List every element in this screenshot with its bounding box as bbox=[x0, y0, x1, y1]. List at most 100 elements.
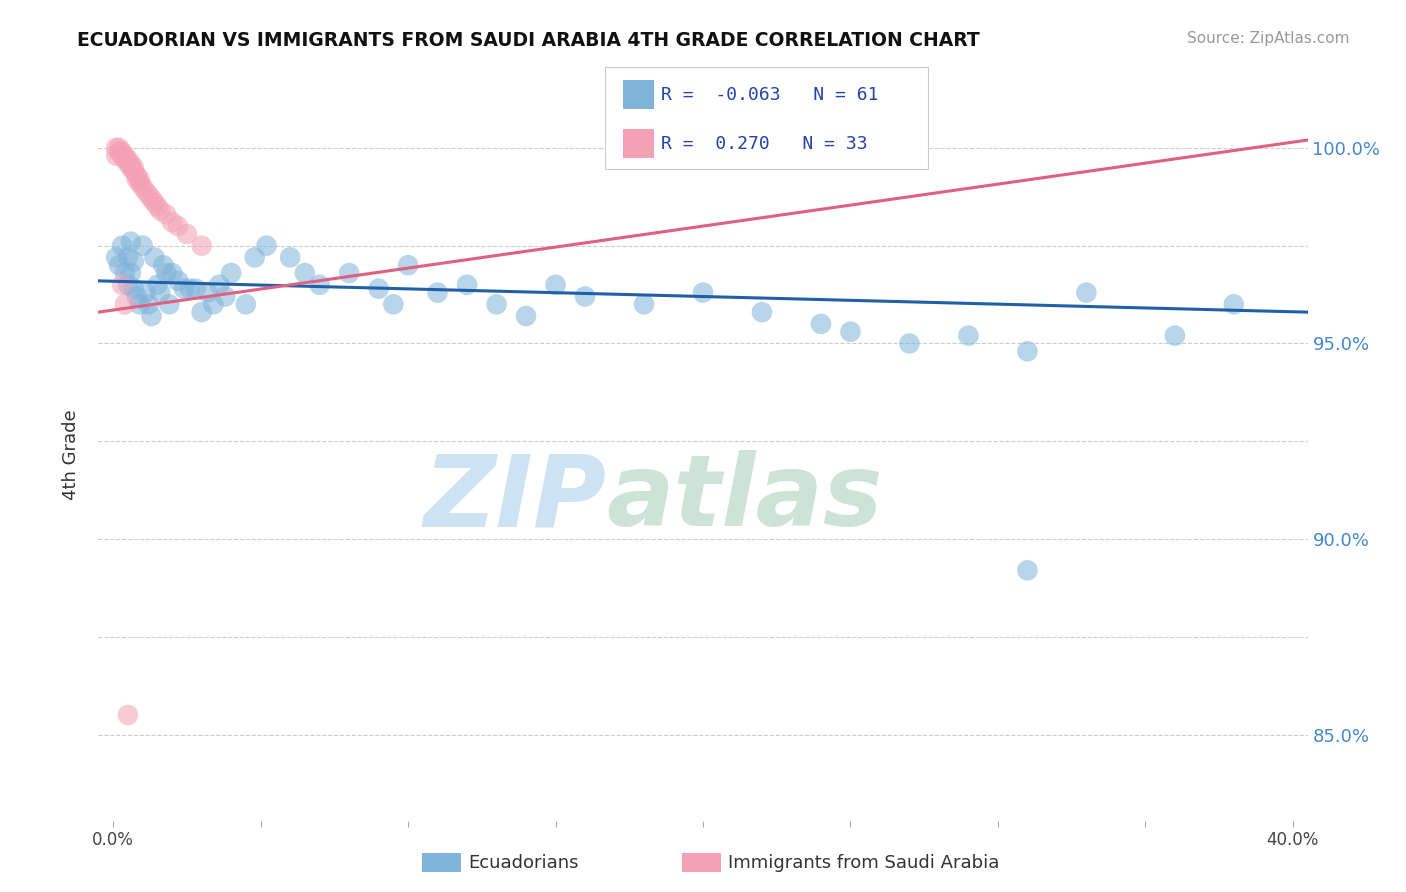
Point bbox=[146, 200, 169, 214]
Point bbox=[633, 297, 655, 311]
Point bbox=[105, 149, 128, 163]
Point bbox=[810, 317, 832, 331]
Point bbox=[160, 266, 183, 280]
Point bbox=[122, 161, 145, 175]
Point bbox=[143, 195, 166, 210]
Y-axis label: 4th Grade: 4th Grade bbox=[62, 409, 80, 500]
Point bbox=[515, 309, 537, 323]
Point bbox=[214, 289, 236, 303]
Point bbox=[122, 282, 145, 296]
Text: ECUADORIAN VS IMMIGRANTS FROM SAUDI ARABIA 4TH GRADE CORRELATION CHART: ECUADORIAN VS IMMIGRANTS FROM SAUDI ARAB… bbox=[77, 31, 980, 50]
Point bbox=[167, 274, 190, 288]
Point bbox=[111, 145, 134, 159]
Text: R =  -0.063   N = 61: R = -0.063 N = 61 bbox=[661, 86, 879, 103]
Text: Immigrants from Saudi Arabia: Immigrants from Saudi Arabia bbox=[728, 854, 1000, 871]
Point bbox=[184, 282, 207, 296]
Point bbox=[141, 309, 163, 323]
Point bbox=[179, 282, 201, 296]
Point bbox=[426, 285, 449, 300]
Point bbox=[155, 207, 177, 221]
Point bbox=[157, 297, 180, 311]
Point bbox=[125, 168, 148, 182]
Point bbox=[167, 219, 190, 233]
Point bbox=[544, 277, 567, 292]
Point bbox=[219, 266, 242, 280]
Text: Ecuadorians: Ecuadorians bbox=[468, 854, 579, 871]
Point bbox=[160, 215, 183, 229]
Point bbox=[108, 145, 131, 159]
Point bbox=[294, 266, 316, 280]
Point bbox=[1076, 285, 1098, 300]
Point bbox=[143, 251, 166, 265]
Point bbox=[120, 266, 142, 280]
Point bbox=[208, 277, 231, 292]
Point bbox=[155, 266, 177, 280]
Point bbox=[135, 285, 157, 300]
Point bbox=[120, 235, 142, 249]
Point bbox=[114, 153, 136, 167]
Point bbox=[146, 277, 169, 292]
Point bbox=[243, 251, 266, 265]
Point bbox=[149, 285, 172, 300]
Point bbox=[278, 251, 301, 265]
Point bbox=[128, 176, 150, 190]
Point bbox=[197, 285, 219, 300]
Point bbox=[111, 277, 134, 292]
Text: ZIP: ZIP bbox=[423, 450, 606, 548]
Point bbox=[152, 258, 174, 272]
Point bbox=[128, 297, 150, 311]
Point bbox=[108, 258, 131, 272]
Point bbox=[574, 289, 596, 303]
Point bbox=[176, 227, 198, 241]
Point bbox=[122, 164, 145, 178]
Point bbox=[108, 141, 131, 155]
Point bbox=[117, 156, 139, 170]
Point bbox=[235, 297, 257, 311]
Point bbox=[120, 156, 142, 170]
Point bbox=[117, 251, 139, 265]
Point bbox=[396, 258, 419, 272]
Point bbox=[135, 184, 157, 198]
Point bbox=[122, 254, 145, 268]
Point bbox=[131, 238, 153, 252]
Point bbox=[131, 180, 153, 194]
Point bbox=[173, 282, 195, 296]
Point bbox=[367, 282, 389, 296]
Point bbox=[1017, 563, 1039, 577]
Point bbox=[105, 141, 128, 155]
Point bbox=[128, 172, 150, 186]
Point bbox=[120, 161, 142, 175]
Point bbox=[105, 251, 128, 265]
Point bbox=[382, 297, 405, 311]
Point bbox=[111, 238, 134, 252]
Text: atlas: atlas bbox=[606, 450, 883, 548]
Point bbox=[117, 153, 139, 167]
Point bbox=[839, 325, 862, 339]
Point bbox=[456, 277, 478, 292]
Point bbox=[256, 238, 278, 252]
Point bbox=[125, 289, 148, 303]
Point bbox=[149, 203, 172, 218]
Point bbox=[751, 305, 773, 319]
Point bbox=[117, 708, 139, 723]
Text: Source: ZipAtlas.com: Source: ZipAtlas.com bbox=[1187, 31, 1350, 46]
Point bbox=[111, 149, 134, 163]
Point bbox=[141, 192, 163, 206]
Point bbox=[337, 266, 360, 280]
Point bbox=[692, 285, 714, 300]
Point bbox=[114, 297, 136, 311]
Point bbox=[485, 297, 508, 311]
Text: R =  0.270   N = 33: R = 0.270 N = 33 bbox=[661, 135, 868, 153]
Point bbox=[957, 328, 980, 343]
Point bbox=[117, 277, 139, 292]
Point bbox=[114, 149, 136, 163]
Point bbox=[1164, 328, 1187, 343]
Point bbox=[308, 277, 330, 292]
Point bbox=[138, 187, 160, 202]
Point bbox=[125, 172, 148, 186]
Point bbox=[190, 238, 212, 252]
Point bbox=[190, 305, 212, 319]
Point bbox=[1017, 344, 1039, 359]
Point bbox=[1223, 297, 1246, 311]
Point bbox=[202, 297, 225, 311]
